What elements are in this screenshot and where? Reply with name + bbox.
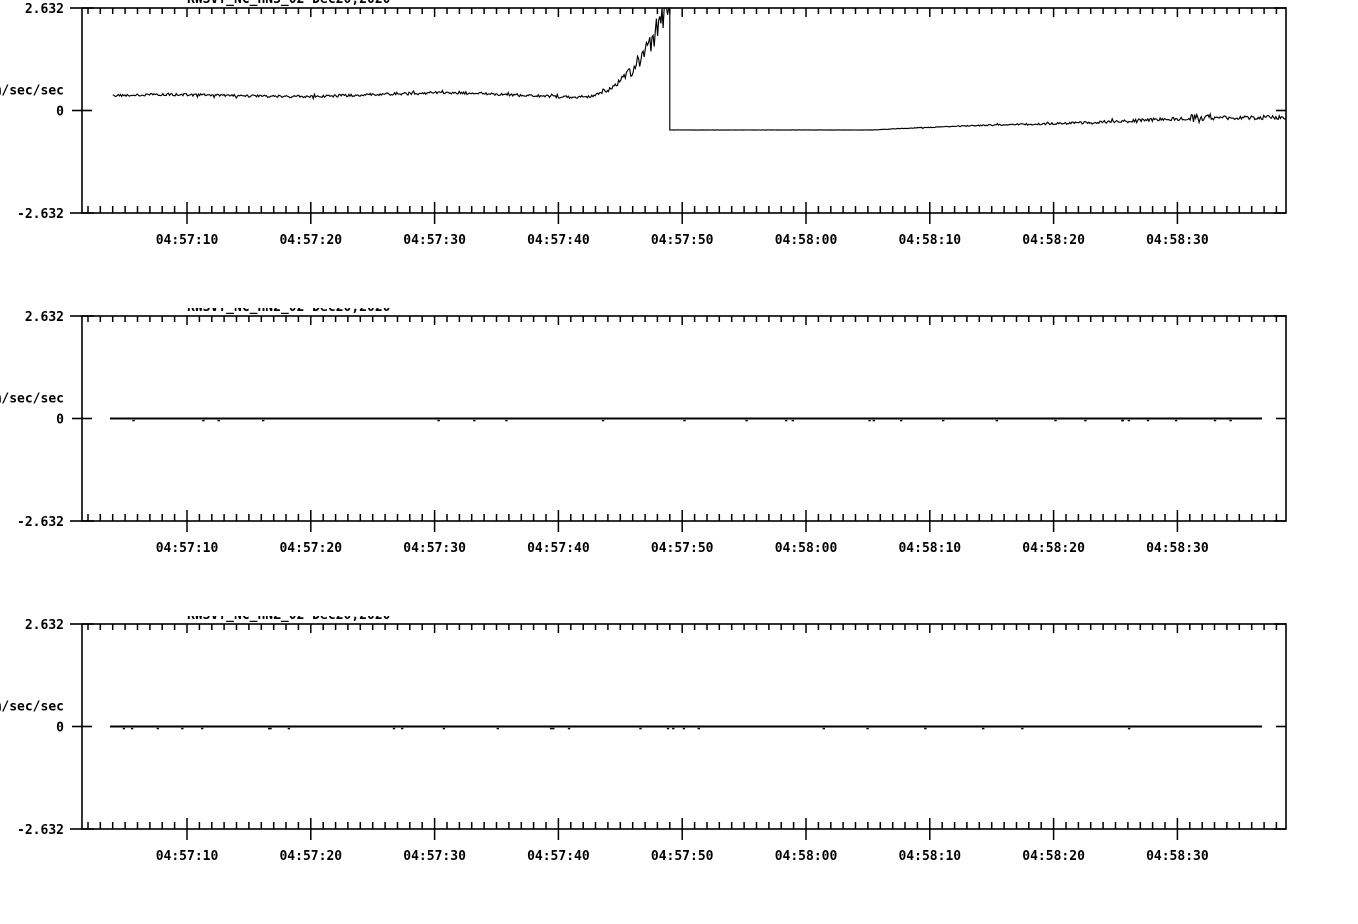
panel-title: RWSVT_NC_HN2_02 Dec20,2020 — [187, 308, 391, 315]
seismogram-panel-hn2: 2.632 0 -2.632 cm/sec/sec 04:57:10 04:57:20 04… — [0, 308, 1358, 608]
waveform-sample-mark — [995, 419, 998, 422]
waveform-sample-mark — [1127, 727, 1131, 730]
x-axis-tick-label: 04:57:10 — [156, 233, 219, 248]
waveform-sample-mark — [567, 727, 571, 730]
waveform-sample-mark — [791, 419, 794, 422]
x-axis-tick-label: 04:57:50 — [651, 849, 714, 864]
x-axis-tick-label: 04:58:30 — [1146, 541, 1209, 556]
plot-frame — [81, 7, 1287, 214]
waveform-sample-mark — [269, 727, 272, 730]
waveform-sample-mark — [1229, 419, 1232, 422]
x-axis-tick-label: 04:57:20 — [279, 233, 342, 248]
waveform-sample-mark — [639, 727, 642, 730]
y-axis-tick-label: -2.632 — [17, 207, 64, 222]
waveform-sample-mark — [697, 727, 700, 730]
waveform-sample-mark — [442, 727, 446, 730]
waveform-sample-mark — [202, 419, 205, 422]
waveform-sample-mark — [201, 727, 204, 730]
waveform-sample-mark — [1021, 727, 1024, 730]
waveform-sample-mark — [262, 419, 265, 422]
waveform-sample-mark — [473, 419, 476, 422]
x-axis-tick-label: 04:58:10 — [898, 849, 961, 864]
x-axis-tick-label: 04:57:30 — [403, 541, 466, 556]
x-axis-tick-label: 04:57:40 — [527, 541, 590, 556]
x-axis-tick-label: 04:58:00 — [775, 541, 838, 556]
waveform-sample-mark — [784, 419, 788, 422]
waveform-sample-mark — [156, 727, 159, 730]
waveform-sample-mark — [122, 727, 126, 730]
waveform-sample-mark — [181, 727, 184, 730]
y-axis-tick-label: 0 — [56, 413, 64, 428]
waveform-sample-mark — [132, 419, 135, 422]
x-axis-tick-label: 04:58:20 — [1022, 233, 1085, 248]
waveform-sample-mark — [872, 419, 875, 422]
y-axis-tick-label: 2.632 — [25, 2, 64, 17]
x-axis-tick-label: 04:58:30 — [1146, 233, 1209, 248]
waveform-sample-mark — [401, 727, 404, 730]
waveform-sample-mark — [1213, 419, 1217, 422]
x-axis-tick-label: 04:57:20 — [279, 849, 342, 864]
waveform-sample-mark — [392, 727, 396, 730]
x-axis-tick-label: 04:57:50 — [651, 541, 714, 556]
waveform-sample-mark — [672, 727, 675, 730]
waveform-sample-mark — [1174, 419, 1178, 422]
y-axis-tick-label: 2.632 — [25, 618, 64, 633]
x-axis-tick-label: 04:57:30 — [403, 849, 466, 864]
waveform-sample-mark — [682, 727, 686, 730]
x-axis-tick-label: 04:58:00 — [775, 233, 838, 248]
waveform-sample-mark — [683, 419, 686, 422]
waveform-sample-mark — [268, 727, 271, 730]
y-axis-tick-label: 2.632 — [25, 310, 64, 325]
x-axis-tick-label: 04:58:10 — [898, 541, 961, 556]
seismogram-panel-hnz: 2.632 0 -2.632 cm/sec/sec 04:57:10 04:57:20 04… — [0, 616, 1358, 924]
waveform-sample-mark — [552, 727, 555, 730]
y-axis-label: cm/sec/sec — [0, 392, 64, 407]
waveform-sample-mark — [217, 419, 220, 422]
waveform-sample-mark — [924, 727, 927, 730]
x-axis-tick-label: 04:57:40 — [527, 849, 590, 864]
waveform-sample-mark — [1054, 419, 1057, 422]
x-axis-tick-label: 04:57:30 — [403, 233, 466, 248]
waveform-sample-mark — [549, 727, 553, 730]
waveform-sample-mark — [130, 727, 134, 730]
waveform-sample-mark — [899, 419, 903, 422]
waveform-sample-mark — [982, 727, 985, 730]
x-axis-tick-label: 04:58:20 — [1022, 849, 1085, 864]
waveform-trace — [112, 7, 1287, 131]
x-axis-tick-label: 04:57:10 — [156, 849, 219, 864]
seismogram-panel-hn3: 2.632 0 -2.632 cm/sec/sec 04:57:10 04:57:20 04… — [0, 0, 1358, 300]
x-axis-tick-label: 04:57:40 — [527, 233, 590, 248]
y-axis-tick-label: -2.632 — [17, 515, 64, 530]
x-axis-tick-label: 04:57:20 — [279, 541, 342, 556]
waveform-sample-mark — [666, 727, 670, 730]
panel-title: RWSVT_NC_HNZ_02 Dec20,2020 — [187, 616, 391, 623]
waveform-sample-mark — [496, 727, 499, 730]
x-axis-tick-label: 04:57:10 — [156, 541, 219, 556]
x-axis-tick-label: 04:58:20 — [1022, 541, 1085, 556]
waveform-sample-mark — [745, 419, 748, 422]
waveform-sample-mark — [1121, 419, 1124, 422]
waveform-sample-mark — [822, 727, 825, 730]
x-axis-tick-label: 04:58:10 — [898, 233, 961, 248]
panel-title: RWSVT_NC_HN3_02 Dec20,2020 — [187, 0, 391, 7]
waveform-sample-mark — [437, 419, 440, 422]
waveform-sample-mark — [942, 419, 945, 422]
x-axis-tick-label: 04:58:00 — [775, 849, 838, 864]
waveform-sample-mark — [1084, 419, 1087, 422]
y-axis-tick-label: 0 — [56, 105, 64, 120]
waveform-sample-mark — [1146, 419, 1150, 422]
x-axis-tick-label: 04:57:50 — [651, 233, 714, 248]
x-axis-tick-label: 04:58:30 — [1146, 849, 1209, 864]
waveform-sample-mark — [601, 419, 605, 422]
y-axis-label: cm/sec/sec — [0, 84, 64, 99]
waveform-sample-mark — [505, 419, 508, 422]
waveform-sample-mark — [866, 727, 869, 730]
waveform-sample-mark — [1127, 419, 1131, 422]
waveform-sample-mark — [287, 727, 291, 730]
waveform-sample-mark — [868, 419, 871, 422]
y-axis-tick-label: 0 — [56, 721, 64, 736]
y-axis-tick-label: -2.632 — [17, 823, 64, 838]
y-axis-label: cm/sec/sec — [0, 700, 64, 715]
